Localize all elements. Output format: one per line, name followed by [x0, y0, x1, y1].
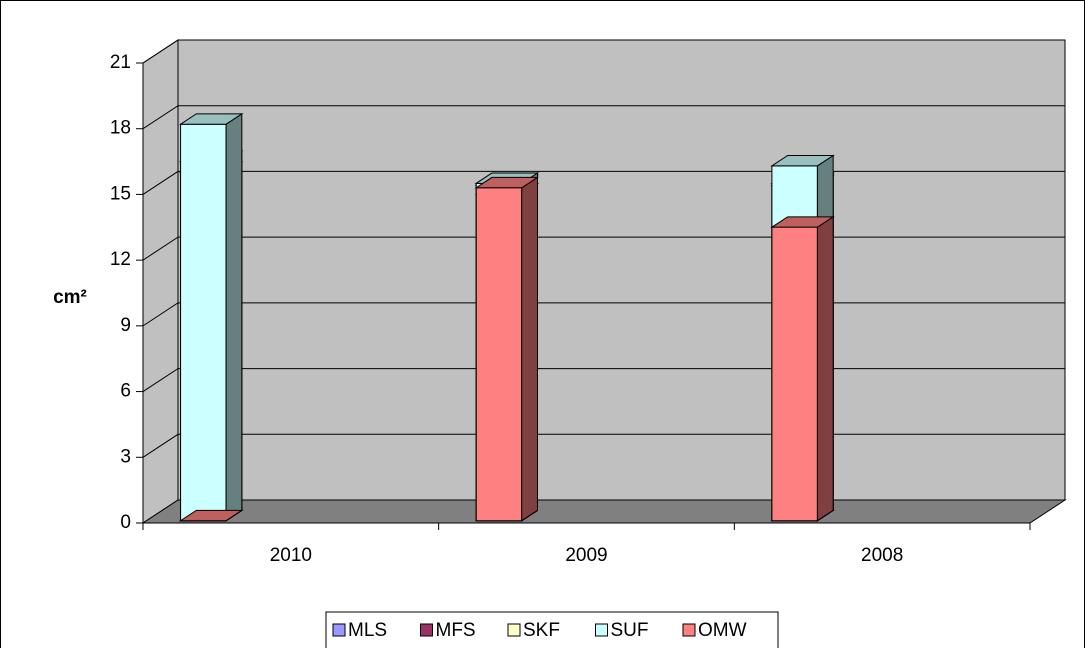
grid-line: [142, 302, 1065, 327]
y-tick-label: 18: [110, 118, 131, 139]
grid-line: [142, 170, 1065, 195]
back-wall: [177, 39, 1066, 501]
bar-top: [178, 509, 244, 522]
y-tick-label: 9: [120, 315, 131, 336]
bar-side: [225, 112, 243, 522]
bar-front: [771, 226, 818, 522]
y-tick-label: 0: [120, 512, 131, 533]
legend-swatch: [420, 623, 433, 637]
legend-box: [325, 611, 779, 648]
legend-swatch: [595, 623, 608, 637]
legend-label: SKF: [523, 620, 560, 641]
side-wall: [142, 39, 179, 524]
grid-line: [142, 433, 1065, 458]
bar-side: [521, 176, 538, 522]
bar-front: [475, 187, 523, 522]
bar-side: [816, 215, 834, 522]
bar-front: [180, 123, 227, 522]
y-tick-label: 3: [120, 446, 131, 467]
y-axis-label: cm²: [53, 287, 87, 308]
grid-line: [142, 236, 1065, 261]
x-tick-label: 2008: [861, 545, 903, 566]
y-tick-label: 6: [120, 381, 131, 402]
legend-label: MFS: [436, 620, 476, 641]
x-tick-label: 2009: [565, 545, 607, 566]
bar-top: [474, 176, 540, 189]
legend-label: SUF: [611, 620, 649, 641]
bar: [178, 112, 244, 522]
y-tick-label: 21: [110, 52, 131, 73]
x-tick-label: 2010: [270, 545, 312, 566]
grid-line: [142, 105, 1065, 130]
y-tick-label: 12: [110, 249, 131, 270]
legend-swatch: [682, 623, 696, 637]
grid-line: [142, 39, 1065, 64]
grid-line: [142, 368, 1065, 392]
floor: [141, 499, 1067, 524]
bar: [770, 215, 835, 522]
bar: [178, 509, 244, 522]
legend-swatch: [507, 623, 521, 637]
bar-top: [770, 154, 835, 167]
bar-top: [178, 113, 244, 125]
legend-swatch: [332, 623, 346, 637]
legend-label: MLS: [348, 620, 387, 641]
legend-label: OMW: [698, 620, 747, 641]
y-tick-label: 15: [110, 183, 131, 204]
bar-top: [770, 216, 835, 228]
bar: [474, 176, 540, 522]
